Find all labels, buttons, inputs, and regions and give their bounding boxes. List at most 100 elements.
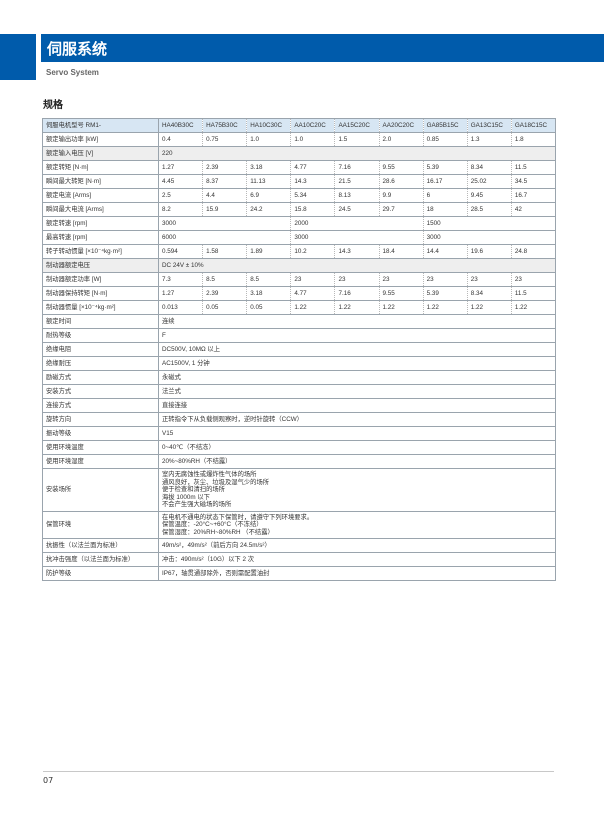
table-row: 额定输出功率 [kW] 0.4 0.75 1.0 1.0 1.5 2.0 0.85 1.3 1.8 xyxy=(42,132,557,147)
row-value: 1.22 xyxy=(422,300,468,315)
row-value: 23 xyxy=(334,272,380,287)
row-value: 14.3 xyxy=(334,244,380,259)
row-label: 制动器惯量 [×10⁻⁴kg·m²] xyxy=(42,300,159,315)
table-row: 使用环境温度 0~40℃（不结冻） xyxy=(42,440,556,455)
row-label: 瞬间最大转矩 [N·m] xyxy=(42,174,159,189)
row-value: 0.594 xyxy=(157,244,203,259)
row-value: 23 xyxy=(290,272,335,287)
row-value: 1.22 xyxy=(334,300,380,315)
row-value: 8.34 xyxy=(466,286,512,301)
row-value: 8.13 xyxy=(334,188,380,203)
header-band: 伺服系统 xyxy=(41,34,604,62)
row-value: 1.89 xyxy=(246,244,291,259)
row-label: 防护等级 xyxy=(42,566,159,581)
row-label: 使用环境温度 xyxy=(42,440,159,455)
row-value: 1.0 xyxy=(246,132,291,147)
row-value: 4.77 xyxy=(290,160,335,175)
row-value: 220 xyxy=(158,146,556,161)
table-row: 使用环境湿度 20%~80%RH（不结露） xyxy=(42,454,556,469)
row-value: 0.4 xyxy=(157,132,203,147)
table-row: 抗振性（以法兰面为标准） 49m/s²，49m/s²（前后方向 24.5m/s²） xyxy=(42,538,556,553)
row-label: 瞬间最大电流 [Arms] xyxy=(42,202,159,217)
table-row: 额定电流 [Arms] 2.5 4.4 6.9 5.34 8.13 9.9 6 9.45 16.7 xyxy=(42,188,557,203)
row-value: 29.7 xyxy=(378,202,424,217)
value-line: 在电机不通电的状态下保管时，请遵守下列环境要求。 xyxy=(162,513,314,521)
model-header: GA18C15C xyxy=(510,118,557,133)
table-row: 抗冲击强度（以法兰面为标准） 冲击：490m/s²（10G）以下 2 次 xyxy=(42,552,556,567)
row-value: 正转指令下从负载侧观察时，逆时针旋转（CCW） xyxy=(158,412,556,427)
row-label: 制动器额定电压 xyxy=(42,258,159,273)
row-value: 8.5 xyxy=(246,272,291,287)
table-row: 制动器额定功率 [W] 7.3 8.5 8.5 23 23 23 23 23 23 xyxy=(42,272,557,287)
row-value: 1.3 xyxy=(466,132,512,147)
row-value: 1.22 xyxy=(510,300,557,315)
row-value: 连续 xyxy=(158,314,556,329)
row-value: 1.22 xyxy=(378,300,424,315)
row-value: 3000 xyxy=(290,230,424,245)
table-row: 安装方式 法兰式 xyxy=(42,384,556,399)
row-value: 23 xyxy=(466,272,512,287)
row-value: 2.0 xyxy=(378,132,424,147)
row-value: 3.18 xyxy=(246,286,291,301)
row-value: 6 xyxy=(422,188,468,203)
row-label: 额定转速 [rpm] xyxy=(42,216,159,231)
model-header: AA20C20C xyxy=(378,118,424,133)
row-value: 2.39 xyxy=(202,286,247,301)
row-value: 19.6 xyxy=(466,244,512,259)
row-value: IP67，轴贯通部除外，否则需配置油封 xyxy=(158,566,556,581)
page-subtitle: Servo System xyxy=(46,68,99,77)
row-label: 额定输出功率 [kW] xyxy=(42,132,159,147)
row-value: 6000 xyxy=(157,230,291,245)
row-value: 在电机不通电的状态下保管时，请遵守下列环境要求。 保管温度：-20°C~+60°C… xyxy=(158,511,556,539)
table-row: 制动器保持转矩 [N·m] 1.27 2.39 3.18 4.77 7.16 9.55 5.3… xyxy=(42,286,557,301)
row-value: 23 xyxy=(510,272,557,287)
table-row: 安装场所 室内无腐蚀性或爆炸性气体的场所 通风良好，灰尘、垃圾及湿气少的场所 便于检查… xyxy=(42,468,556,512)
row-label: 最高转速 [rpm] xyxy=(42,230,159,245)
row-label: 使用环境湿度 xyxy=(42,454,159,469)
table-row: 绝缘电阻 DC500V, 10MΩ 以上 xyxy=(42,342,556,357)
row-value: 9.45 xyxy=(466,188,512,203)
table-row: 耐热等级 F xyxy=(42,328,556,343)
row-value: 9.55 xyxy=(378,160,424,175)
table-row: 旋转方向 正转指令下从负载侧观察时，逆时针旋转（CCW） xyxy=(42,412,556,427)
row-label: 安装场所 xyxy=(42,468,159,512)
value-line: 保管湿度：20%RH~80%RH （不结露） xyxy=(162,528,274,536)
row-value: 14.3 xyxy=(290,174,335,189)
row-label: 保管环境 xyxy=(42,511,159,539)
row-label: 绝缘电阻 xyxy=(42,342,159,357)
row-value: 1.5 xyxy=(334,132,380,147)
row-value: 1.0 xyxy=(290,132,335,147)
row-label: 抗振性（以法兰面为标准） xyxy=(42,538,159,553)
model-header: GA13C15C xyxy=(466,118,512,133)
row-value: 3000 xyxy=(157,216,291,231)
row-value: 0.013 xyxy=(157,300,203,315)
model-header: AA15C20C xyxy=(334,118,380,133)
row-value: 室内无腐蚀性或爆炸性气体的场所 通风良好，灰尘、垃圾及湿气少的场所 便于检查和清扫的… xyxy=(158,468,556,512)
row-value: 5.34 xyxy=(290,188,335,203)
row-value: 2.5 xyxy=(157,188,203,203)
row-label: 额定输入电压 [V] xyxy=(42,146,159,161)
row-value: 25.02 xyxy=(466,174,512,189)
table-row: 防护等级 IP67，轴贯通部除外，否则需配置油封 xyxy=(42,566,556,581)
row-value: 16.7 xyxy=(510,188,557,203)
row-value: 8.34 xyxy=(466,160,512,175)
row-label: 抗冲击强度（以法兰面为标准） xyxy=(42,552,159,567)
row-value: 11.13 xyxy=(246,174,291,189)
table-row: 绝缘耐压 AC1500V, 1 分钟 xyxy=(42,356,556,371)
row-value: 24.2 xyxy=(246,202,291,217)
row-value: 16.17 xyxy=(422,174,468,189)
row-value: 2.39 xyxy=(202,160,247,175)
table-row: 保管环境 在电机不通电的状态下保管时，请遵守下列环境要求。 保管温度：-20°C~+… xyxy=(42,511,556,539)
row-label: 振动等级 xyxy=(42,426,159,441)
row-label: 额定时间 xyxy=(42,314,159,329)
table-row: 额定时间 连续 xyxy=(42,314,556,329)
row-label: 额定电流 [Arms] xyxy=(42,188,159,203)
row-value: 4.45 xyxy=(157,174,203,189)
model-header: HA10C30C xyxy=(246,118,291,133)
table-row: 最高转速 [rpm] 6000 3000 3000 xyxy=(42,230,557,245)
row-value: 28.5 xyxy=(466,202,512,217)
row-value: 18 xyxy=(422,202,468,217)
row-value: 34.5 xyxy=(510,174,557,189)
row-value: 15.9 xyxy=(202,202,247,217)
row-value: 0.05 xyxy=(246,300,291,315)
